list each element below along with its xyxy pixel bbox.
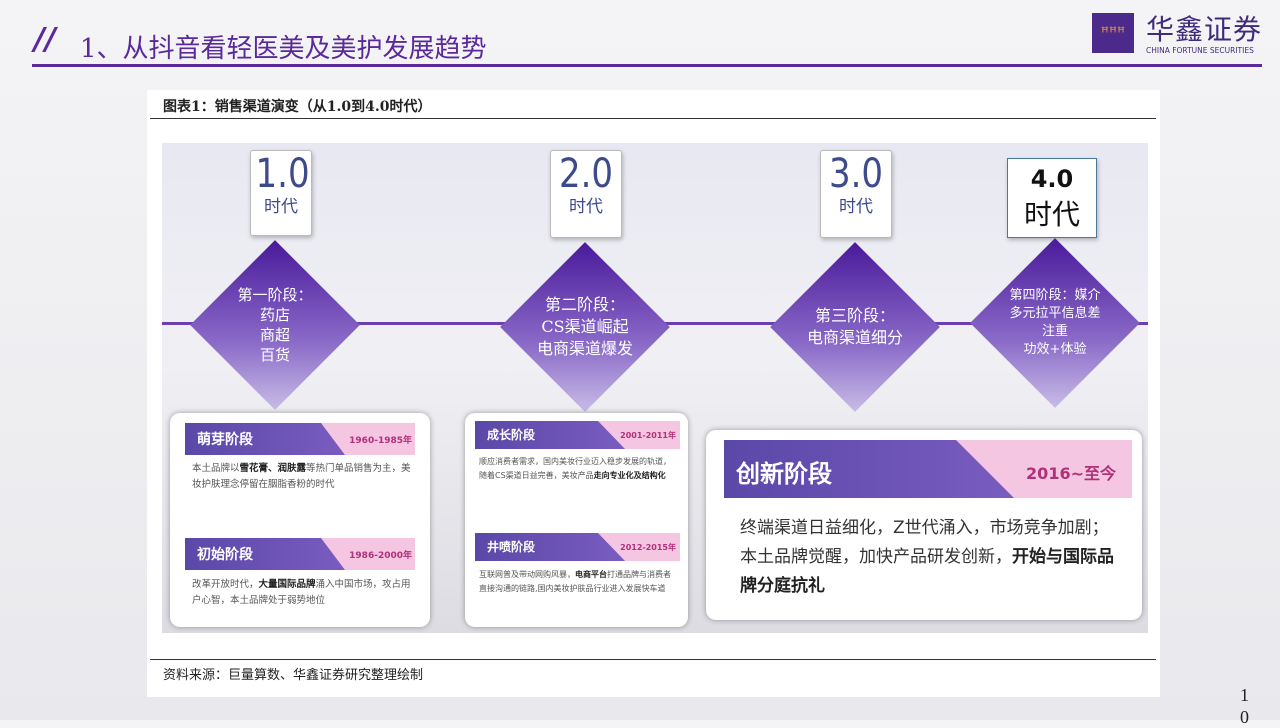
title-divider [32,64,1262,67]
era-label: 时代 [1023,198,1080,231]
era-4: 4.0 时代 [1007,158,1097,238]
era-label: 时代 [839,197,873,217]
card-text-bold: 电商平台 [575,570,607,579]
stage-text: CS渠道崛起 [541,317,629,336]
era-2: 2.0 时代 [550,150,622,238]
stage-text: 第一阶段： [237,286,313,304]
card-text-bold: 开始与国际品牌分庭抗礼 [740,547,1114,596]
stage-text: 第二阶段： [544,295,625,314]
era-label: 时代 [569,197,603,217]
stage-diamond-4: 第四阶段：媒介 多元拉平信息差 注重功效+体验 [970,238,1140,408]
stage-text: 商超 [259,326,290,344]
stage-diamond-3: 第三阶段： 电商渠道细分 [770,242,940,412]
era-1: 1.0 时代 [250,150,312,236]
stage-text: 药店 [259,306,290,324]
card-text: 打通品牌与消费者直接沟通的链路,国内美妆护肤品行业进入发展快车道 [479,570,671,593]
era-number: 4.0 [1030,165,1074,193]
card-text: 涌入中国市场，攻占用户心智，本土品牌处于弱势地位 [192,579,411,606]
card-text: 改革开放时代， [192,579,259,590]
page-title: 1、从抖音看轻医美及美护发展趋势 [80,34,487,64]
logo-icon: ꟸꟸꟸ [1092,13,1134,53]
logo-english: CHINA FORTUNE SECURITIES [1146,46,1254,55]
stage-text: 第四阶段：媒介 [1009,288,1101,303]
stage-card-1: 萌芽阶段 1960-1985年 本土品牌以雪花膏、润肤露等热门单品销售为主，美妆… [170,413,430,627]
figure-caption: 图表1：销售渠道演变（从1.0到4.0时代） [163,99,432,115]
page-number: 10 [1240,685,1249,727]
card-years: 2001-2011年 [620,431,676,440]
card-text: 终端渠道日益细化，Z世代涌入，市场竞争加剧；本土品牌觉醒，加快产品研发创新， [740,518,1109,567]
stage-text: 注重 [1041,324,1068,339]
card-text: 本土品牌以 [192,463,240,474]
card-text-bold: 走向专业化及结构化 [593,471,666,480]
era-3: 3.0 时代 [820,150,892,238]
card-years: 2012-2015年 [620,543,676,552]
stage-card-3: 创新阶段 2016~至今 终端渠道日益细化，Z世代涌入，市场竞争加剧；本土品牌觉… [706,430,1142,620]
stage-text: 电商渠道细分 [806,328,903,347]
stage-diamond-2: 第二阶段： CS渠道崛起 电商渠道爆发 [500,242,670,412]
card-years: 1960-1985年 [349,436,412,446]
card-years: 1986-2000年 [349,551,412,561]
card-text-bold: 大量国际品牌 [258,579,316,590]
stage-text: 功效+体验 [1023,342,1087,357]
card-stage-name: 创新阶段 [736,460,832,488]
card-stage-name: 成长阶段 [487,428,536,442]
card-text: 互联网普及带动网购风暴， [479,570,575,579]
stage-text: 多元拉平信息差 [1009,306,1101,321]
era-label: 时代 [264,197,298,217]
stage-text: 第三阶段： [814,306,895,325]
card-text: 顺应消费者需求，国内美妆行业迈入稳步发展的轨道，随着CS渠道日益完善，美妆产品 [479,457,671,480]
logo-name: 华鑫证券 [1146,13,1263,46]
figure-source: 资料来源：巨量算数、华鑫证券研究整理绘制 [163,668,424,683]
era-number: 3.0 [828,151,884,197]
card-text: 等热门单品销售为主，美妆护肤理念停留在胭脂香粉的时代 [192,463,411,490]
card-stage-name: 初始阶段 [197,547,253,563]
stage-text: 百货 [259,346,290,364]
card-years: 2016~至今 [1026,464,1116,483]
era-number: 2.0 [558,151,614,197]
card-stage-name: 萌芽阶段 [197,432,253,448]
stage-text: 电商渠道爆发 [536,339,633,358]
source-divider [150,659,1156,660]
caption-divider [150,118,1156,119]
stage-diamond-1: 第一阶段： 药店商超百货 [190,240,360,410]
stage-card-2: 成长阶段 2001-2011年 顺应消费者需求，国内美妆行业迈入稳步发展的轨道，… [465,413,688,627]
pen-icon: // [34,22,56,57]
card-text-bold: 雪花膏、润肤露 [239,463,307,474]
card-stage-name: 井喷阶段 [487,540,536,554]
era-number: 1.0 [255,151,310,197]
